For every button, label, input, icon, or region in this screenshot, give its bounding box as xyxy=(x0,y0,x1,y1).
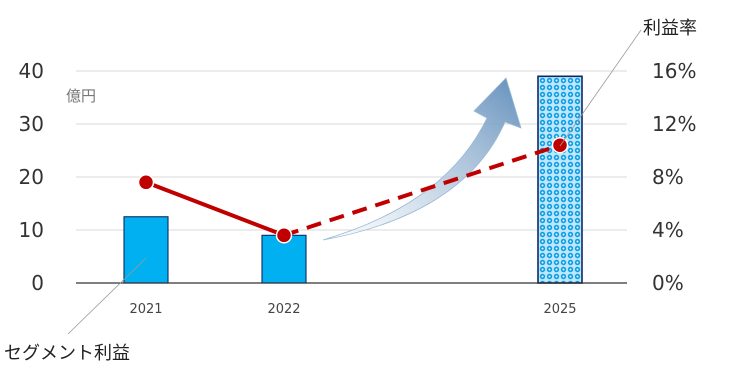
left-axis-ticks: 0 10 20 30 40 xyxy=(19,59,44,295)
bar-2025 xyxy=(537,75,583,284)
right-axis-ticks: 0% 4% 8% 12% 16% xyxy=(652,59,696,295)
category-label: 2025 xyxy=(543,302,576,317)
right-tick-label: 8% xyxy=(652,165,684,189)
left-axis-unit-label: 億円 xyxy=(66,87,96,105)
profit-callout-label: セグメント利益 xyxy=(4,343,130,364)
margin-marker-2022 xyxy=(275,227,293,244)
profit-callout-leader xyxy=(67,257,147,335)
right-tick-label: 12% xyxy=(652,112,696,136)
margin-callout-label: 利益率 xyxy=(643,18,697,39)
margin-line xyxy=(144,143,561,238)
right-tick-label: 16% xyxy=(652,59,696,83)
category-label: 2022 xyxy=(267,302,300,317)
left-tick-label: 40 xyxy=(19,59,44,83)
margin-line-solid xyxy=(144,180,286,238)
category-labels: 2021 2022 2025 xyxy=(129,302,576,317)
right-tick-label: 0% xyxy=(652,271,684,295)
margin-marker-2021 xyxy=(137,174,155,191)
left-tick-label: 10 xyxy=(19,218,44,242)
left-tick-label: 30 xyxy=(19,112,44,136)
left-tick-label: 0 xyxy=(31,271,44,295)
gridlines xyxy=(76,70,627,231)
category-label: 2021 xyxy=(129,302,162,317)
margin-callout-leader xyxy=(559,29,642,147)
right-tick-label: 4% xyxy=(652,218,684,242)
margin-line-dashed xyxy=(283,143,561,238)
growth-arrow xyxy=(322,77,522,241)
margin-marker-2025 xyxy=(551,136,569,154)
left-tick-label: 20 xyxy=(19,165,44,189)
margin-markers xyxy=(137,136,569,244)
